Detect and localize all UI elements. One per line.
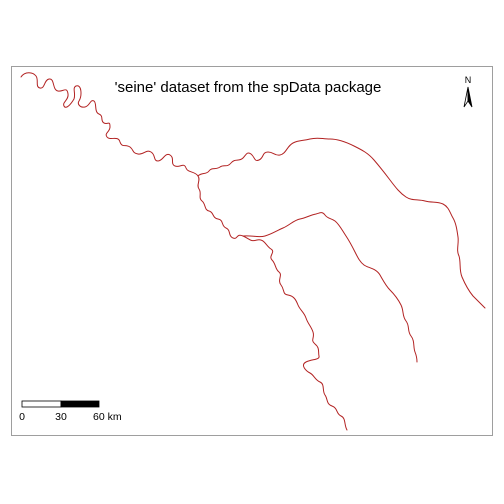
north-arrow: N xyxy=(463,75,473,108)
map-frame xyxy=(11,66,493,436)
scale-label-30: 30 xyxy=(55,411,67,423)
river-yonne xyxy=(242,212,418,363)
scale-label-0: 0 xyxy=(19,411,25,423)
river-seine-main xyxy=(20,72,348,431)
north-arrow-icon xyxy=(463,86,473,108)
north-arrow-label: N xyxy=(465,75,472,85)
scale-label-60-km: 60 km xyxy=(93,411,122,423)
scale-bar-segment-light xyxy=(21,400,62,408)
scale-bar-segment-dark xyxy=(60,400,100,408)
scale-bar: 0 30 60 km xyxy=(19,400,122,423)
river-marne xyxy=(197,137,486,309)
map-title: 'seine' dataset from the spData package xyxy=(115,79,382,96)
